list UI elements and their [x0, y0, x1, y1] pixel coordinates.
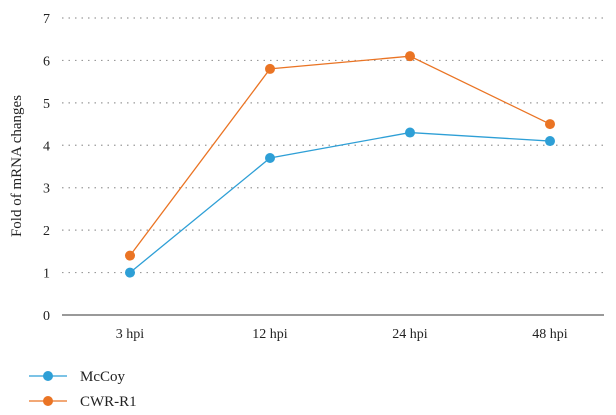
y-tick-label: 3 [43, 182, 50, 197]
data-point [125, 267, 135, 278]
series-line [129, 55, 551, 256]
y-axis-ticks: 0 1 2 3 4 5 6 7 [43, 12, 50, 324]
legend-item: CWR-R1 [29, 394, 137, 410]
data-point [265, 153, 275, 164]
data-point [545, 136, 555, 147]
data-point [405, 127, 415, 138]
grid [62, 17, 604, 274]
y-tick-label: 0 [43, 309, 50, 324]
x-tick-label: 3 hpi [116, 327, 145, 342]
data-point [125, 250, 135, 261]
y-tick-label: 7 [43, 12, 50, 27]
x-tick-label: 48 hpi [532, 327, 568, 342]
y-tick-label: 6 [43, 54, 50, 69]
y-tick-label: 5 [43, 97, 50, 112]
y-axis-title: Fold of mRNA changes [9, 95, 25, 237]
y-tick-label: 4 [43, 139, 50, 154]
data-point [545, 119, 555, 130]
x-tick-label: 12 hpi [252, 327, 288, 342]
legend-label: CWR-R1 [80, 394, 137, 410]
legend-swatch-marker [43, 371, 53, 381]
series-cwr-r1 [125, 51, 555, 261]
series-mccoy [125, 127, 555, 278]
legend-swatch-marker [43, 396, 53, 406]
y-tick-label: 1 [43, 267, 50, 282]
data-point [265, 63, 275, 74]
series-line [129, 131, 551, 274]
data-point [405, 51, 415, 62]
series-group [125, 51, 555, 278]
x-axis-ticks: 3 hpi 12 hpi 24 hpi 48 hpi [116, 327, 568, 342]
x-tick-label: 24 hpi [392, 327, 428, 342]
y-tick-label: 2 [43, 224, 50, 239]
legend: McCoy CWR-R1 [29, 369, 137, 410]
legend-label: McCoy [80, 369, 126, 385]
legend-item: McCoy [29, 369, 126, 385]
